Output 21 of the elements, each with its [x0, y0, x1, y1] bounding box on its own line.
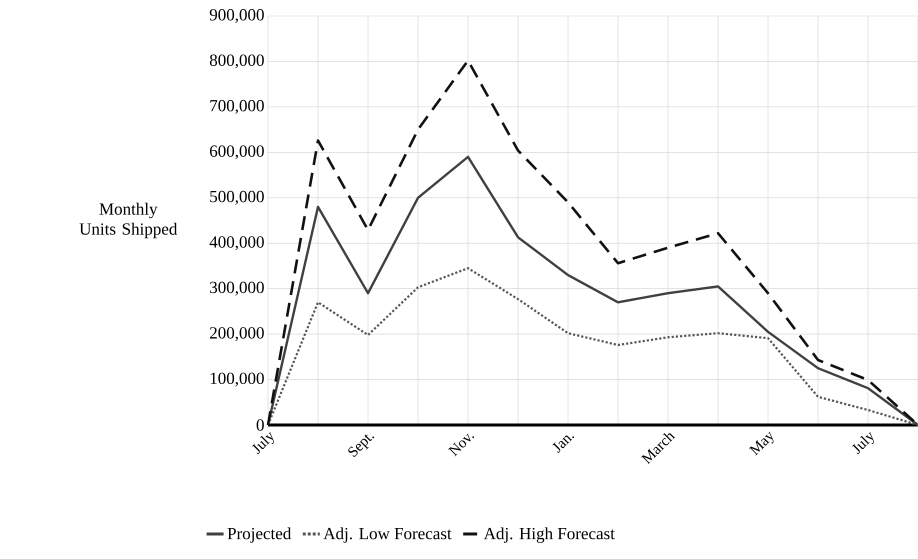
y-tick-label: 500,000: [210, 190, 264, 205]
y-tick-label: 900,000: [210, 9, 264, 23]
x-tick-label: July: [252, 432, 274, 454]
y-tick-label: 600,000: [210, 145, 264, 160]
x-tick-label: May: [748, 432, 774, 456]
y-tick-label: 700,000: [210, 100, 264, 114]
y-tick-label: 300,000: [210, 282, 264, 296]
y-tick-label: 0: [256, 419, 264, 431]
x-tick-label: Nov.: [448, 434, 474, 456]
line-series: [266, 267, 918, 426]
y-tick-label: 100,000: [210, 372, 264, 386]
y-axis-title: Monthly Units Shipped: [80, 202, 178, 238]
x-tick-label: July: [852, 432, 874, 454]
legend-label: Projected: [228, 527, 292, 543]
y-tick-label: 400,000: [210, 236, 264, 250]
legend-label: Adj. Low Forecast: [323, 527, 452, 543]
x-tick-label: Jan.: [552, 436, 574, 453]
x-tick-label: Sept.: [348, 434, 374, 458]
y-tick-label: 800,000: [210, 54, 264, 68]
legend-label: Adj. High Forecast: [484, 527, 615, 543]
y-tick-label: 200,000: [210, 327, 264, 342]
